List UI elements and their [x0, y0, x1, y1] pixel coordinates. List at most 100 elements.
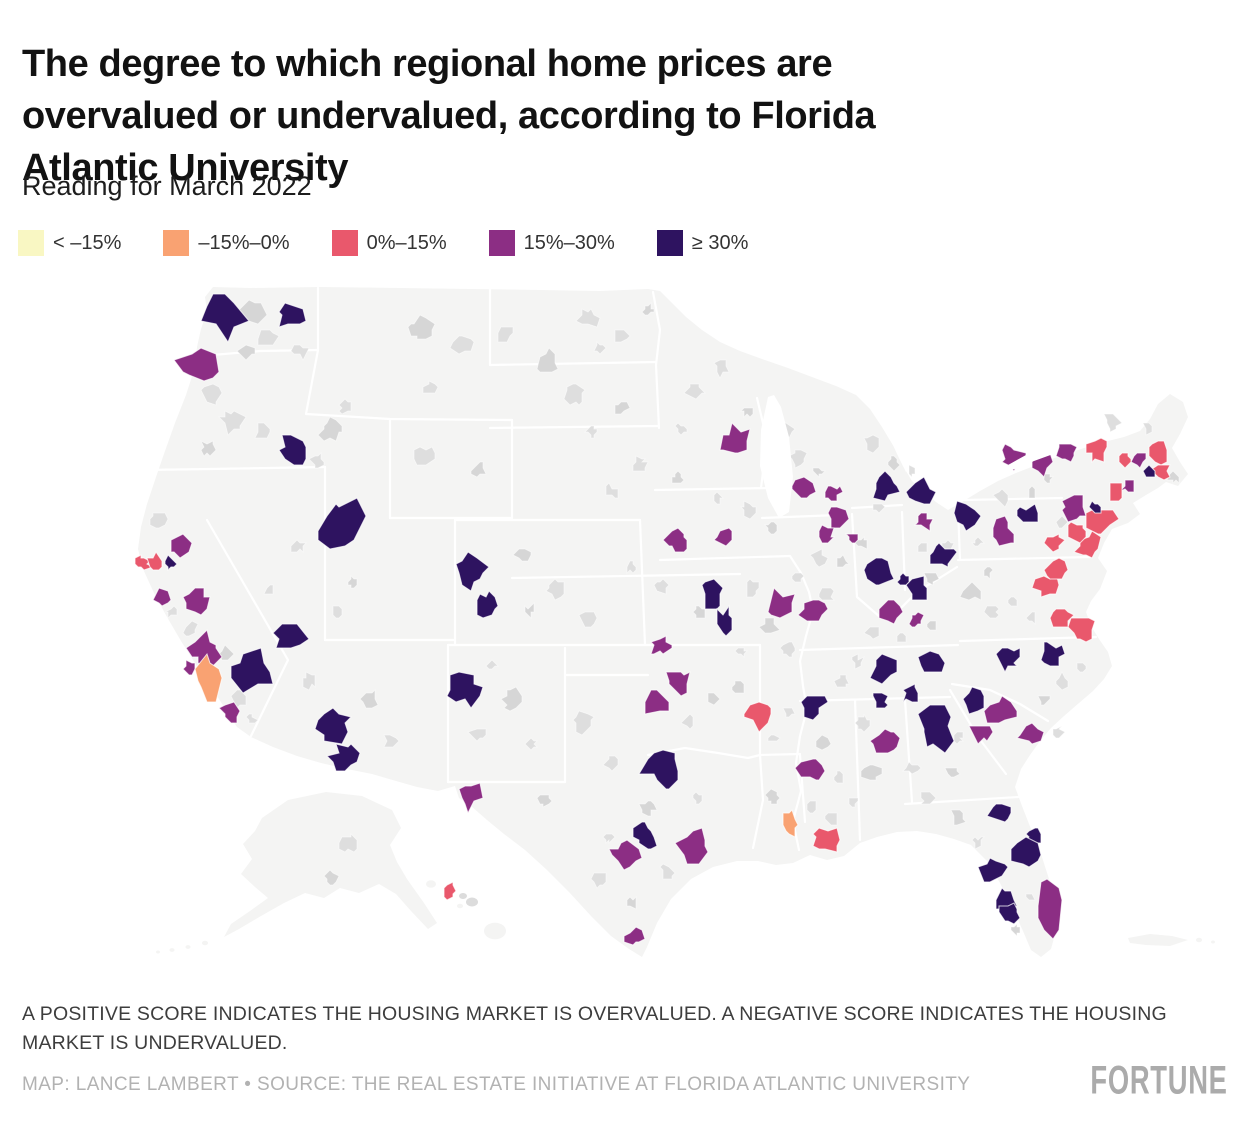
metro-area-buffalo — [1016, 503, 1039, 523]
unranked-metro-area — [545, 578, 565, 601]
unranked-metro-area — [575, 308, 601, 328]
metro-area-springfield-ma — [1130, 452, 1147, 469]
unranked-metro-area — [671, 470, 685, 484]
unranked-metro-area — [923, 572, 940, 586]
metro-area-columbus — [929, 542, 958, 568]
metro-area-dallas-fort-worth — [638, 749, 679, 790]
unranked-metro-area — [740, 407, 754, 418]
metro-area-los-angeles — [194, 652, 223, 703]
metro-area-cincinnati — [905, 575, 928, 601]
legend-item-0-15: 0%–15% — [331, 230, 447, 256]
state-border — [205, 518, 290, 738]
unranked-metro-area — [1037, 695, 1051, 706]
unranked-metro-area — [290, 539, 307, 553]
state-border — [141, 348, 320, 358]
legend-swatch-icon — [163, 230, 190, 256]
legend-label: < –15% — [53, 231, 122, 254]
state-border — [760, 513, 840, 520]
unranked-metro-area — [614, 401, 631, 415]
unranked-metro-area — [653, 578, 670, 595]
unranked-metro-area — [536, 347, 559, 373]
metro-area-jacksonville — [986, 803, 1012, 823]
unranked-metro-area — [632, 455, 649, 472]
state-border — [903, 698, 914, 804]
metro-area-colorado-springs — [476, 590, 499, 619]
unranked-metro-area — [359, 689, 379, 709]
island — [457, 903, 463, 909]
unranked-metro-area — [680, 713, 694, 730]
unranked-metro-area — [887, 455, 901, 472]
metro-area-des-moines — [713, 527, 733, 547]
unranked-metro-area — [413, 446, 436, 466]
state-border — [956, 555, 1092, 562]
unranked-metro-area — [641, 302, 655, 316]
unranked-metro-area — [302, 671, 316, 691]
island — [185, 945, 191, 949]
legend-item-ge30: ≥ 30% — [656, 230, 748, 256]
unranked-metro-area — [1052, 725, 1066, 739]
unranked-metro-area — [236, 344, 256, 361]
metro-area-portland-or — [173, 347, 220, 382]
unranked-metro-area — [524, 602, 535, 619]
metro-area-augusta — [968, 725, 994, 745]
metro-area-utica — [1055, 443, 1078, 463]
metro-area-albany — [1085, 437, 1108, 464]
metro-area-stockton — [164, 554, 178, 572]
unranked-metro-area — [182, 620, 199, 637]
metro-area-tucson — [326, 743, 361, 772]
metro-area-salt-lake-city-provo — [317, 497, 367, 550]
unranked-metro-area — [713, 491, 724, 505]
unranked-metro-area — [713, 359, 730, 379]
metro-area-scranton — [1061, 494, 1087, 523]
legend-item-lt-neg15: < –15% — [18, 230, 121, 256]
unranked-metro-area — [860, 764, 883, 781]
metro-area-albuquerque — [446, 671, 484, 709]
state-border — [855, 565, 959, 619]
unranked-metro-area — [971, 536, 985, 547]
great-lake — [862, 398, 912, 472]
state-border — [488, 360, 658, 367]
metro-area-huntsville — [872, 692, 889, 709]
metro-area-salinas — [152, 587, 172, 607]
unranked-metro-area — [683, 383, 706, 400]
metro-area-chattanooga — [902, 683, 919, 703]
metro-area-worcester — [1118, 452, 1132, 469]
great-lake — [1008, 447, 1056, 470]
metro-area-dayton — [896, 572, 910, 586]
unranked-metro-area — [848, 797, 859, 808]
metro-area-detroit — [905, 476, 937, 505]
unranked-metro-area — [1028, 485, 1036, 499]
metro-area-oklahoma-city — [644, 689, 670, 715]
unranked-metro-area — [1166, 470, 1180, 484]
unranked-metro-area — [626, 560, 637, 574]
unranked-metro-area — [638, 800, 658, 817]
unranked-metro-area — [200, 440, 217, 457]
unranked-metro-area — [308, 452, 325, 469]
unranked-metro-area — [1142, 422, 1153, 436]
unranked-metro-area — [833, 770, 844, 784]
metro-area-charlotte — [995, 647, 1021, 674]
metro-area-minneapolis — [719, 422, 751, 454]
unranked-metro-area — [863, 434, 880, 454]
unranked-metro-area — [1007, 596, 1018, 607]
unranked-metro-area — [1055, 515, 1069, 529]
legend-swatch-icon — [18, 230, 44, 256]
unranked-metro-area — [602, 755, 619, 772]
metro-area-nashville — [869, 653, 898, 685]
unranked-metro-area — [734, 647, 748, 658]
metro-area-riverside-san-bernardino — [230, 647, 274, 694]
unranked-metro-area — [1025, 611, 1036, 625]
metro-area-norwich — [1142, 464, 1156, 478]
metro-area-boise — [278, 434, 307, 466]
unranked-metro-area — [959, 581, 982, 601]
legend-swatch-icon — [331, 230, 358, 256]
unranked-metro-area — [926, 620, 937, 631]
unranked-metro-area — [791, 572, 805, 583]
state-border — [658, 554, 792, 562]
unranked-metro-area — [332, 605, 343, 619]
metro-area-toledo — [913, 512, 934, 532]
unranked-metro-area — [605, 482, 619, 499]
unranked-metro-area — [782, 707, 796, 718]
metro-area-asheville-greenville — [962, 686, 985, 715]
